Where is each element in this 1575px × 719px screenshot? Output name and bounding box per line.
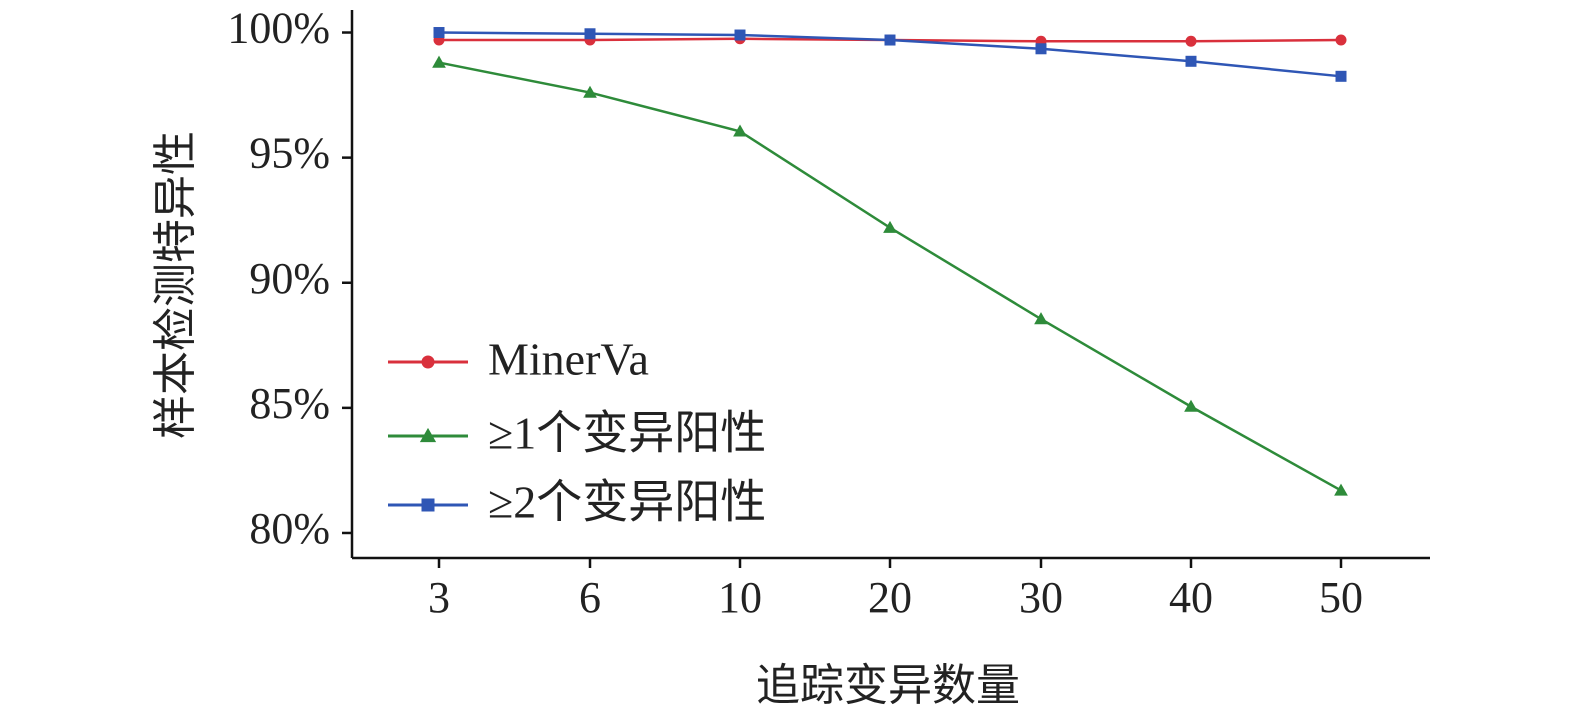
data-point	[1334, 483, 1348, 496]
data-point	[734, 29, 746, 41]
series-square	[433, 27, 1347, 82]
y-axis-ticks: 80% 85% 90% 95% 100%	[227, 4, 352, 553]
x-tick-label: 40	[1169, 573, 1213, 622]
data-point	[1035, 43, 1047, 55]
x-tick-label: 30	[1019, 573, 1063, 622]
series-group	[432, 27, 1348, 496]
legend: MinerVa ≥1个变异阳性 ≥2个变异阳性	[388, 334, 766, 528]
series-triangle	[432, 55, 1348, 496]
legend-label: ≥1个变异阳性	[488, 408, 766, 459]
y-axis-title: 样本检测特异性	[151, 131, 200, 439]
data-point	[433, 27, 445, 39]
y-tick-label: 85%	[249, 379, 330, 428]
legend-swatch-marker	[421, 355, 435, 369]
x-tick-label: 6	[579, 573, 601, 622]
data-point	[1335, 34, 1347, 46]
data-point	[583, 85, 597, 98]
legend-item: ≥1个变异阳性	[388, 408, 766, 459]
x-tick-label: 10	[718, 573, 762, 622]
y-tick-label: 95%	[249, 129, 330, 178]
legend-label: ≥2个变异阳性	[488, 477, 766, 528]
data-point	[1184, 399, 1198, 412]
legend-label: MinerVa	[488, 334, 649, 385]
x-tick-label: 50	[1319, 573, 1363, 622]
x-tick-label: 20	[868, 573, 912, 622]
data-point	[883, 220, 897, 233]
legend-swatch-marker	[419, 427, 437, 443]
y-tick-label: 100%	[227, 4, 330, 53]
data-point	[733, 124, 747, 137]
x-axis-title: 追踪变异数量	[756, 661, 1020, 710]
data-point	[1335, 70, 1347, 82]
data-point	[884, 34, 896, 46]
x-axis-ticks: 3 6 10 20 30 40 50	[428, 558, 1363, 622]
data-point	[1185, 55, 1197, 67]
data-point	[584, 28, 596, 40]
legend-swatch-marker	[421, 498, 435, 512]
x-tick-label: 3	[428, 573, 450, 622]
data-point	[432, 55, 446, 68]
legend-item: ≥2个变异阳性	[388, 477, 766, 528]
legend-item: MinerVa	[388, 334, 649, 385]
y-tick-label: 80%	[249, 504, 330, 553]
y-tick-label: 90%	[249, 254, 330, 303]
data-point	[1034, 312, 1048, 325]
data-point	[1185, 35, 1197, 47]
